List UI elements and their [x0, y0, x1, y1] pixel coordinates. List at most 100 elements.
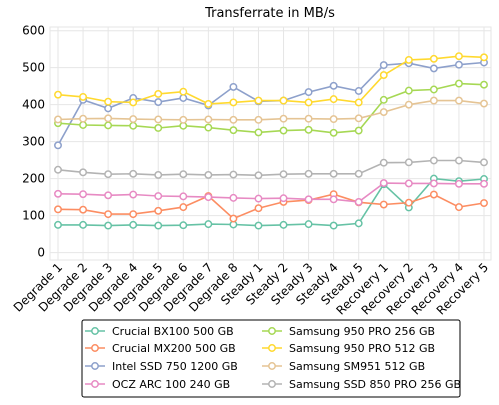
data-point	[279, 126, 288, 135]
data-point	[279, 96, 288, 105]
legend-label: Samsung 950 PRO 256 GB	[289, 325, 435, 338]
data-point	[254, 204, 263, 213]
data-point	[354, 98, 363, 107]
data-point	[104, 114, 113, 123]
data-point	[229, 98, 238, 107]
series-line	[57, 182, 484, 203]
data-point	[329, 169, 338, 178]
data-point	[229, 82, 238, 91]
data-point	[129, 210, 138, 219]
data-point	[429, 85, 438, 94]
data-point	[179, 87, 188, 96]
data-point	[429, 190, 438, 199]
data-point	[379, 158, 388, 167]
data-point	[304, 114, 313, 123]
legend-swatch-marker	[268, 362, 276, 370]
data-point	[54, 115, 62, 124]
y-tick-label: 500	[22, 61, 45, 75]
series-line	[57, 99, 485, 121]
data-point	[179, 192, 188, 201]
data-point	[54, 189, 62, 198]
data-point	[204, 123, 213, 132]
legend-label: Samsung SSD 850 PRO 256 GB	[289, 378, 461, 391]
data-point	[354, 126, 363, 135]
data-point	[354, 114, 363, 123]
data-point	[79, 190, 88, 199]
data-point	[429, 96, 438, 105]
data-point	[79, 168, 88, 177]
data-point	[204, 115, 213, 124]
legend-swatch-marker	[91, 327, 99, 335]
legend-label: Crucial BX100 500 GB	[112, 325, 234, 338]
data-point	[179, 94, 188, 102]
data-point	[254, 171, 263, 180]
data-point	[179, 170, 188, 179]
data-point	[304, 98, 313, 107]
data-point	[354, 87, 363, 95]
data-point	[304, 125, 313, 134]
legend-swatch-marker	[268, 344, 276, 352]
data-point	[279, 220, 288, 229]
data-point	[304, 88, 313, 97]
data-point	[279, 170, 288, 179]
data-point	[104, 221, 113, 230]
data-point	[54, 165, 62, 174]
data-point	[229, 170, 238, 179]
data-point	[79, 205, 88, 214]
data-point	[154, 170, 163, 179]
data-point	[229, 193, 238, 202]
data-point	[379, 71, 388, 80]
data-point	[229, 115, 238, 124]
y-tick-label: 100	[22, 209, 45, 223]
data-point	[179, 115, 188, 124]
data-point	[454, 156, 463, 165]
data-point	[254, 96, 263, 105]
data-point	[229, 214, 238, 223]
data-point	[204, 220, 213, 229]
data-point	[454, 203, 463, 212]
data-point	[354, 219, 363, 228]
data-point	[329, 95, 338, 104]
data-point	[279, 194, 288, 203]
legend-label: Intel SSD 750 1200 GB	[112, 360, 238, 373]
data-point	[154, 206, 163, 215]
series-line	[58, 177, 485, 227]
chart-title: Transferrate in MB/s	[204, 6, 335, 21]
data-point	[104, 97, 113, 106]
legend-label: Samsung 950 PRO 512 GB	[289, 342, 435, 355]
data-point	[404, 179, 413, 188]
plot-frame	[49, 26, 492, 261]
data-point	[129, 190, 138, 199]
data-point	[229, 126, 238, 135]
data-point	[54, 205, 62, 214]
data-point	[79, 220, 88, 229]
legend-swatch-marker	[91, 362, 99, 370]
y-tick-label: 600	[22, 24, 45, 38]
data-point	[304, 220, 313, 229]
data-point	[304, 195, 313, 204]
data-point	[404, 198, 413, 207]
data-point	[129, 98, 138, 107]
data-point	[379, 108, 388, 117]
data-point	[104, 191, 113, 200]
data-point	[480, 158, 488, 167]
data-point	[480, 99, 488, 108]
data-point	[254, 221, 263, 230]
series-line	[57, 55, 485, 105]
data-point	[104, 121, 113, 130]
data-point	[454, 79, 463, 88]
data-point	[454, 96, 463, 105]
data-point	[254, 194, 263, 203]
data-point	[404, 158, 413, 167]
data-point	[329, 195, 338, 204]
data-point	[480, 53, 488, 62]
series-group	[54, 52, 488, 230]
data-point	[54, 90, 62, 99]
data-point	[379, 179, 388, 188]
data-point	[79, 121, 88, 129]
data-point	[429, 64, 438, 73]
data-point	[329, 115, 338, 124]
series-line	[57, 193, 485, 220]
data-point	[204, 193, 213, 202]
